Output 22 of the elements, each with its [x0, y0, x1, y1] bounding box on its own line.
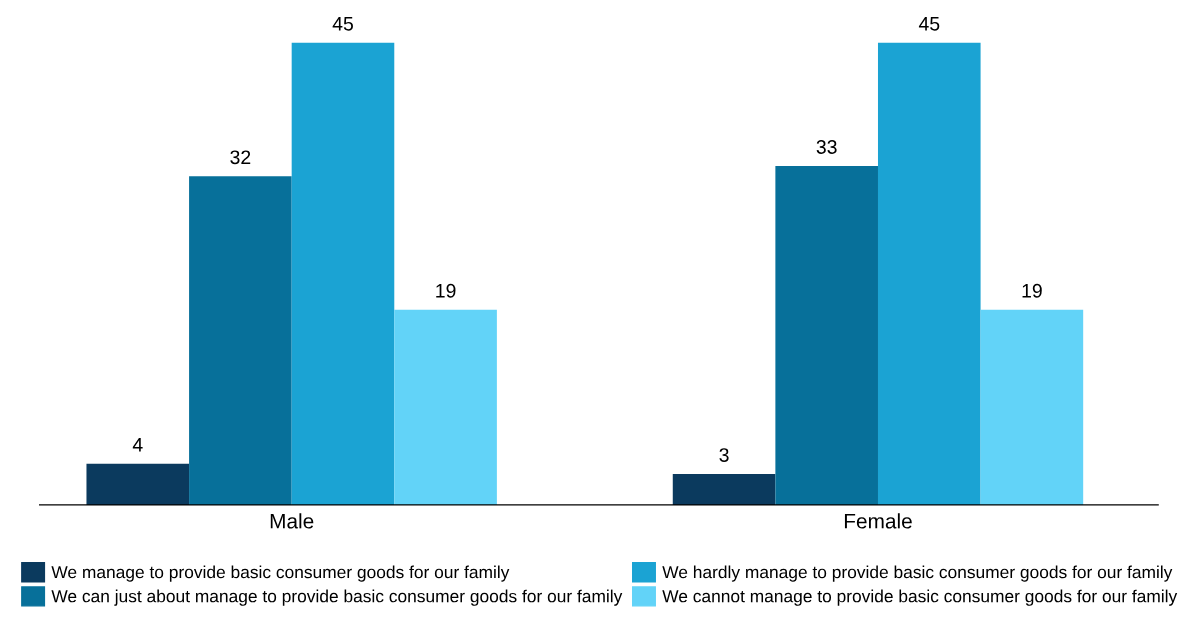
legend-label: We manage to provide basic consumer goods for our family — [51, 565, 510, 582]
data-label: 4 — [132, 438, 143, 452]
legend-label: We can just about manage to provide basic consumer goods for our family — [51, 589, 623, 606]
bar — [877, 42, 981, 505]
data-label: 33 — [816, 140, 837, 154]
bar — [189, 176, 292, 505]
data-label: 32 — [230, 150, 251, 165]
x-tick-label: Male — [270, 513, 314, 529]
x-tick-label: Female — [844, 513, 912, 529]
bar — [775, 166, 878, 505]
data-label: 45 — [918, 17, 940, 31]
data-label: 19 — [1022, 283, 1042, 298]
bar — [672, 474, 776, 505]
bar — [394, 309, 497, 505]
data-label: 19 — [436, 283, 456, 298]
bar — [86, 463, 190, 505]
data-label: 45 — [332, 17, 353, 31]
legend-label: We cannot manage to provide basic consumer goods for our family — [662, 589, 1178, 606]
legend-label: We hardly manage to provide basic consumer goods for our family — [662, 565, 1173, 582]
data-label: 3 — [719, 448, 729, 462]
bar — [980, 309, 1084, 505]
bar — [291, 42, 395, 505]
